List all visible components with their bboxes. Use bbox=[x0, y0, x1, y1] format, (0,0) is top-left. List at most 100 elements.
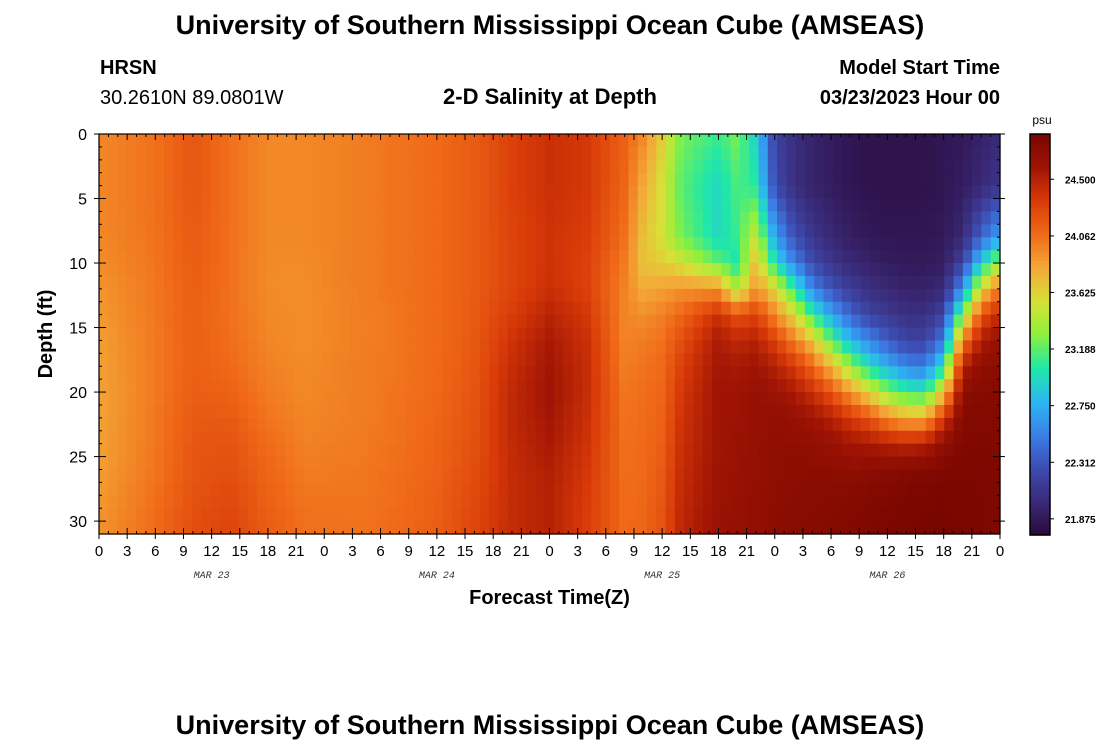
heatmap-cell bbox=[916, 237, 927, 251]
heatmap-cell bbox=[656, 379, 667, 393]
heatmap-cell bbox=[256, 443, 267, 458]
heatmap-cell bbox=[108, 275, 119, 290]
heatmap-cell bbox=[145, 146, 156, 161]
heatmap-cell bbox=[665, 134, 676, 148]
heatmap-cell bbox=[126, 417, 137, 432]
heatmap-cell bbox=[340, 456, 351, 471]
heatmap-cell bbox=[164, 456, 174, 471]
heatmap-cell bbox=[117, 443, 128, 458]
heatmap-cell bbox=[498, 340, 509, 354]
colorbar-segment bbox=[1030, 210, 1050, 215]
colorbar-segment bbox=[1030, 434, 1050, 439]
heatmap-cell bbox=[164, 366, 174, 380]
heatmap-cell bbox=[832, 469, 843, 483]
heatmap-cell bbox=[154, 237, 165, 251]
heatmap-cell bbox=[823, 392, 834, 406]
heatmap-cell bbox=[944, 443, 955, 458]
heatmap-cell bbox=[136, 508, 147, 522]
heatmap-cell bbox=[637, 366, 648, 380]
heatmap-cell bbox=[563, 263, 574, 277]
heatmap-cell bbox=[600, 353, 611, 367]
heatmap-cell bbox=[359, 237, 369, 251]
heatmap-cell bbox=[851, 224, 862, 238]
heatmap-cell bbox=[934, 146, 945, 161]
heatmap-cell bbox=[219, 353, 230, 367]
heatmap-cell bbox=[972, 185, 983, 200]
heatmap-cell bbox=[962, 353, 973, 367]
heatmap-cell bbox=[201, 456, 212, 471]
heatmap-cell bbox=[609, 482, 620, 496]
heatmap-cell bbox=[962, 469, 973, 483]
heatmap-cell bbox=[303, 366, 314, 380]
x-tick-label: 3 bbox=[799, 543, 807, 560]
heatmap-cell bbox=[201, 417, 212, 432]
heatmap-cell bbox=[563, 301, 574, 316]
heatmap-cell bbox=[758, 379, 769, 393]
heatmap-cell bbox=[321, 417, 332, 432]
heatmap-cell bbox=[219, 250, 230, 264]
heatmap-cell bbox=[303, 456, 314, 471]
heatmap-cell bbox=[229, 172, 239, 187]
heatmap-cell bbox=[182, 185, 193, 200]
heatmap-cell bbox=[944, 366, 955, 380]
heatmap-cell bbox=[489, 263, 500, 277]
heatmap-cell bbox=[693, 417, 704, 432]
heatmap-cell bbox=[479, 224, 490, 238]
heatmap-cell bbox=[396, 366, 407, 380]
heatmap-cell bbox=[312, 469, 323, 483]
heatmap-cell bbox=[777, 353, 787, 367]
heatmap-cell bbox=[972, 301, 983, 316]
heatmap-cell bbox=[730, 263, 741, 277]
heatmap-cell bbox=[368, 340, 379, 354]
heatmap-cell bbox=[516, 224, 527, 238]
heatmap-cell bbox=[925, 482, 936, 496]
heatmap-cell bbox=[600, 275, 611, 290]
heatmap-cell bbox=[126, 185, 137, 200]
colorbar-tick-label: 24.500 bbox=[1065, 175, 1096, 186]
heatmap-cell bbox=[944, 237, 955, 251]
heatmap-cell bbox=[368, 159, 379, 174]
heatmap-cell bbox=[164, 340, 174, 354]
heatmap-cell bbox=[916, 250, 927, 264]
x-tick-label: 15 bbox=[457, 543, 474, 560]
heatmap-cell bbox=[266, 211, 277, 225]
heatmap-cell bbox=[182, 263, 193, 277]
heatmap-cell bbox=[414, 146, 425, 161]
heatmap-cell bbox=[693, 495, 704, 509]
heatmap-cell bbox=[684, 443, 695, 458]
colorbar-segment bbox=[1030, 184, 1050, 189]
heatmap-cell bbox=[749, 275, 760, 290]
heatmap-cell bbox=[628, 211, 639, 225]
heatmap-cell bbox=[619, 146, 630, 161]
heatmap-cell bbox=[851, 417, 862, 432]
heatmap-cell bbox=[962, 250, 973, 264]
heatmap-cell bbox=[795, 224, 806, 238]
heatmap-cell bbox=[126, 250, 137, 264]
heatmap-cell bbox=[479, 211, 490, 225]
heatmap-cell bbox=[424, 224, 434, 238]
heatmap-cell bbox=[786, 275, 797, 290]
heatmap-cell bbox=[349, 263, 360, 277]
heatmap-cell bbox=[108, 417, 119, 432]
heatmap-cell bbox=[916, 443, 927, 458]
heatmap-cell bbox=[117, 134, 128, 148]
heatmap-cell bbox=[451, 146, 462, 161]
heatmap-cell bbox=[665, 353, 676, 367]
heatmap-cell bbox=[916, 353, 927, 367]
heatmap-cell bbox=[377, 250, 388, 264]
heatmap-cell bbox=[386, 366, 397, 380]
heatmap-cell bbox=[349, 250, 360, 264]
heatmap-cell bbox=[832, 263, 843, 277]
heatmap-cell bbox=[777, 263, 787, 277]
colorbar-segment bbox=[1030, 364, 1050, 369]
heatmap-cell bbox=[777, 301, 787, 316]
heatmap-cell bbox=[173, 198, 184, 213]
heatmap-cell bbox=[674, 185, 685, 200]
heatmap-cell bbox=[535, 185, 546, 200]
heatmap-cell bbox=[321, 482, 332, 496]
heatmap-cell bbox=[303, 353, 314, 367]
heatmap-cell bbox=[470, 134, 481, 148]
colorbar-segment bbox=[1030, 347, 1050, 352]
heatmap-cell bbox=[591, 508, 602, 522]
colorbar-segment bbox=[1030, 314, 1050, 319]
